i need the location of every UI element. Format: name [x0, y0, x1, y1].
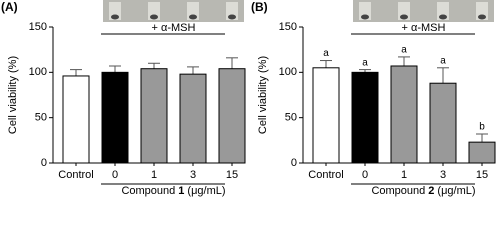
y-tick-label: 100 [29, 66, 47, 78]
panel-label: (A) [1, 0, 18, 14]
annotation: + α-MSH [152, 22, 196, 34]
x-tick-label: 15 [226, 169, 238, 181]
photo-strip [353, 0, 494, 22]
annotation: + α-MSH [402, 22, 446, 34]
bar [351, 71, 379, 164]
pellet [111, 14, 119, 20]
x-tick-label: 3 [190, 169, 196, 181]
pellet [478, 14, 486, 20]
pellet [439, 14, 447, 20]
pellet [228, 14, 236, 20]
y-tick-label: 50 [35, 112, 47, 124]
pellet [150, 14, 158, 20]
pellet [361, 14, 369, 20]
x-tick-label: 0 [362, 169, 368, 181]
significance-label: a [401, 45, 407, 56]
significance-label: b [479, 122, 485, 133]
bar [468, 141, 496, 164]
tube-photos [103, 0, 244, 22]
y-axis-label: Cell viability (%) [257, 56, 269, 134]
x-tick-label: 3 [440, 169, 446, 181]
y-tick-label: 50 [285, 112, 297, 124]
x-axis-label-part: 1 [178, 185, 184, 197]
x-tick-label: 0 [112, 169, 118, 181]
x-axis-label: Compound 1 (μg/mL) [121, 185, 225, 197]
y-tick-label: 0 [291, 157, 297, 169]
significance-label: a [440, 55, 446, 66]
pellet [189, 14, 197, 20]
x-axis-label-part: (μg/mL) [437, 185, 475, 197]
y-tick-label: 0 [41, 157, 47, 169]
x-axis-label-part: Compound [371, 185, 425, 197]
tube-photos [353, 0, 494, 22]
x-axis-label: Compound 2 (μg/mL) [371, 185, 475, 197]
bar [390, 65, 418, 164]
x-tick-label: Control [58, 169, 93, 181]
bar [179, 73, 207, 164]
significance-label: a [323, 48, 329, 59]
bar [101, 71, 129, 164]
x-tick-label: Control [308, 169, 343, 181]
y-tick-label: 150 [29, 21, 47, 33]
pellet [400, 14, 408, 20]
bar [429, 82, 457, 164]
y-axis-label: Cell viability (%) [7, 56, 19, 134]
significance-label: a [362, 57, 368, 68]
panel-label: (B) [251, 0, 268, 14]
x-tick-label: 15 [476, 169, 488, 181]
y-tick-label: 150 [279, 21, 297, 33]
bar [312, 67, 340, 164]
x-axis-label-part: 2 [428, 185, 434, 197]
x-tick-label: 1 [151, 169, 157, 181]
y-tick-label: 100 [279, 66, 297, 78]
x-axis-label-part: Compound [121, 185, 175, 197]
bar [140, 68, 168, 164]
photo-strip [103, 0, 244, 22]
bar [218, 68, 246, 164]
bar [62, 75, 90, 164]
x-tick-label: 1 [401, 169, 407, 181]
x-axis-label-part: (μg/mL) [187, 185, 225, 197]
